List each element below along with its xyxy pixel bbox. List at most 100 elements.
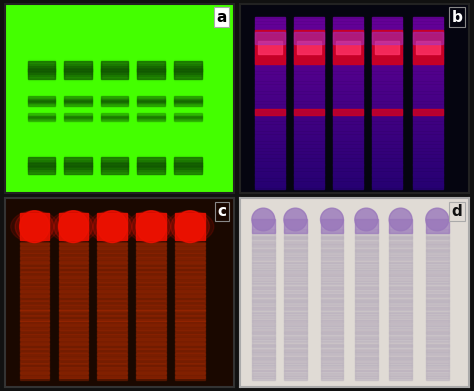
Bar [413,112,443,113]
Bar [320,276,343,278]
Bar [320,234,343,236]
Bar [413,119,443,120]
Bar [175,264,205,265]
Bar [320,257,343,259]
Bar [19,310,49,312]
Bar [27,97,55,98]
Bar [333,135,363,136]
Bar [252,368,275,370]
Bar [294,72,324,73]
Bar [294,136,324,138]
Bar [389,258,412,260]
Bar [252,353,275,355]
Bar [426,276,449,278]
Bar [137,71,165,74]
Bar [284,253,307,255]
Bar [137,105,165,107]
Bar [255,110,285,112]
Bar [58,341,88,343]
Bar [355,378,378,380]
Bar [19,292,49,294]
Bar [137,368,166,370]
Bar [98,357,127,359]
Bar [372,143,402,145]
Bar [372,139,402,140]
Bar [137,361,166,363]
Bar [333,103,363,105]
Bar [58,372,88,374]
Bar [64,161,91,164]
Bar [413,169,443,170]
Bar [252,365,275,367]
Bar [294,86,324,88]
Bar [255,30,285,32]
Bar [294,117,324,119]
Bar [175,341,205,343]
Bar [426,315,449,317]
Bar [413,122,443,123]
Bar [252,286,275,288]
Bar [389,369,412,371]
Bar [175,213,205,240]
Bar [98,360,127,362]
Bar [320,358,343,360]
Bar [174,103,201,105]
Bar [255,50,285,52]
Bar [426,357,449,359]
Bar [284,321,307,323]
Bar [58,352,88,353]
Bar [333,126,363,127]
Bar [426,294,449,296]
Bar [174,64,201,67]
Bar [252,329,275,331]
Bar [252,302,275,304]
Bar [320,246,343,248]
Bar [255,86,285,88]
Ellipse shape [98,211,127,242]
Bar [58,363,88,364]
Bar [372,52,402,53]
Bar [19,267,49,268]
Bar [98,332,127,334]
Bar [284,310,307,312]
Bar [255,47,285,49]
Bar [372,80,402,82]
Bar [19,321,49,323]
Bar [137,302,166,304]
Bar [174,163,201,166]
Bar [101,97,128,99]
Bar [320,331,343,333]
Bar [27,116,55,117]
Bar [413,27,443,29]
Bar [137,284,166,286]
Bar [137,359,166,361]
Bar [294,149,324,151]
Bar [19,257,49,259]
Bar [19,272,49,274]
Bar [372,84,402,86]
Bar [284,252,307,254]
Bar [333,129,363,130]
Bar [19,374,49,375]
Bar [175,312,205,314]
Bar [372,82,402,83]
Bar [389,345,412,347]
Bar [320,228,343,380]
Bar [372,133,402,135]
Bar [333,46,363,48]
Bar [413,30,443,32]
Bar [413,178,443,179]
Bar [320,305,343,307]
Bar [320,363,343,365]
Bar [413,150,443,152]
Bar [64,117,91,118]
Bar [333,182,363,183]
Bar [252,358,275,360]
Bar [333,137,363,139]
Bar [426,250,449,252]
Bar [101,165,128,167]
Bar [413,103,443,105]
Bar [174,100,201,102]
Bar [98,243,127,245]
Bar [333,42,363,43]
